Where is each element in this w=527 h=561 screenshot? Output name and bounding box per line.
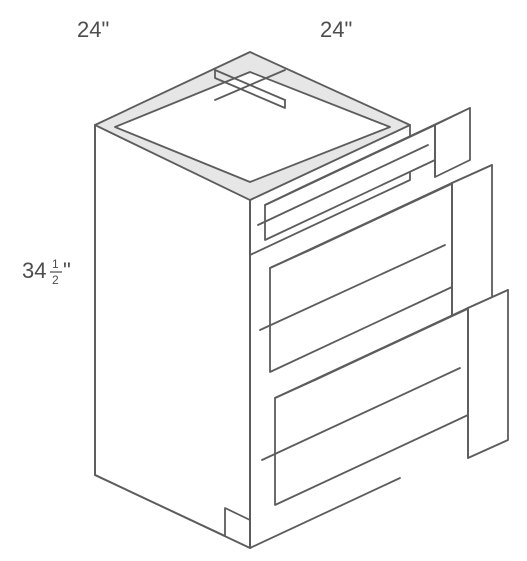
cabinet-line-art [95, 52, 508, 548]
width-label: 24" [320, 17, 352, 42]
floor-back-edge [250, 478, 400, 548]
svg-text:2: 2 [52, 273, 59, 287]
svg-text:34: 34 [22, 258, 46, 283]
cabinet-diagram: 24" 24" 34 1 2 " [0, 0, 527, 561]
depth-label: 24" [77, 17, 109, 42]
svg-text:1: 1 [52, 257, 59, 271]
svg-text:": " [63, 258, 71, 283]
height-label: 34 1 2 " [22, 257, 71, 287]
